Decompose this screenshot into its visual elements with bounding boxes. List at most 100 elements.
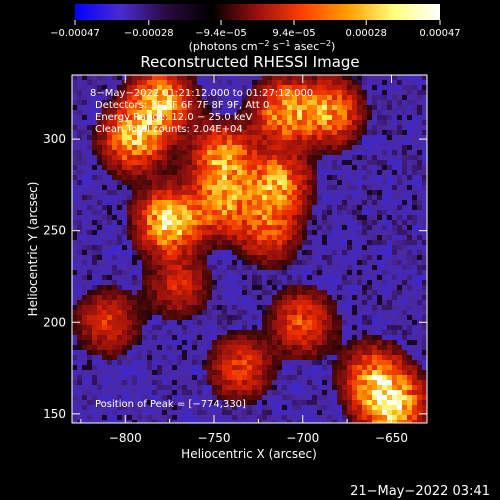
heatmap-cell [112, 85, 117, 90]
heatmap-cell [252, 135, 257, 140]
heatmap-cell [97, 195, 102, 200]
heatmap-cell [372, 390, 377, 395]
heatmap-cell [72, 290, 77, 295]
heatmap-cell [137, 270, 142, 275]
heatmap-cell [247, 370, 252, 375]
heatmap-cell [207, 360, 212, 365]
heatmap-cell [147, 145, 152, 150]
heatmap-cell [257, 225, 262, 230]
heatmap-cell [287, 235, 292, 240]
heatmap-cell [197, 205, 202, 210]
heatmap-cell [417, 340, 422, 345]
heatmap-cell [102, 375, 107, 380]
heatmap-cell [317, 300, 322, 305]
heatmap-cell [167, 140, 172, 145]
heatmap-cell [237, 320, 242, 325]
heatmap-cell [182, 355, 187, 360]
heatmap-cell [167, 170, 172, 175]
heatmap-cell [92, 230, 97, 235]
heatmap-cell [212, 170, 217, 175]
heatmap-cell [207, 335, 212, 340]
heatmap-cell [182, 305, 187, 310]
heatmap-cell [277, 260, 282, 265]
heatmap-cell [102, 320, 107, 325]
heatmap-cell [107, 225, 112, 230]
heatmap-cell [372, 120, 377, 125]
heatmap-cell [237, 155, 242, 160]
heatmap-cell [422, 75, 427, 80]
heatmap-cell [162, 150, 167, 155]
heatmap-cell [252, 130, 257, 135]
heatmap-cell [157, 235, 162, 240]
heatmap-cell [272, 140, 277, 145]
heatmap-cell [387, 390, 392, 395]
heatmap-cell [392, 185, 397, 190]
heatmap-cell [87, 295, 92, 300]
heatmap-cell [197, 370, 202, 375]
heatmap-cell [282, 125, 287, 130]
heatmap-cell [72, 140, 77, 145]
heatmap-cell [307, 235, 312, 240]
heatmap-cell [397, 315, 402, 320]
heatmap-cell [122, 390, 127, 395]
heatmap-cell [92, 255, 97, 260]
heatmap-cell [112, 290, 117, 295]
heatmap-cell [197, 375, 202, 380]
heatmap-cell [187, 85, 192, 90]
heatmap-cell [102, 135, 107, 140]
heatmap-cell [387, 350, 392, 355]
heatmap-cell [357, 185, 362, 190]
heatmap-cell [367, 230, 372, 235]
heatmap-cell [187, 350, 192, 355]
heatmap-cell [337, 150, 342, 155]
heatmap-cell [337, 350, 342, 355]
heatmap-cell [417, 120, 422, 125]
heatmap-cell [212, 390, 217, 395]
heatmap-cell [287, 210, 292, 215]
heatmap-cell [367, 175, 372, 180]
heatmap-cell [317, 295, 322, 300]
heatmap-cell [322, 360, 327, 365]
heatmap-cell [292, 375, 297, 380]
heatmap-cell [87, 105, 92, 110]
heatmap-cell [422, 365, 427, 370]
heatmap-cell [187, 310, 192, 315]
heatmap-cell [312, 395, 317, 400]
heatmap-cell [387, 410, 392, 415]
heatmap-cell [272, 290, 277, 295]
heatmap-cell [77, 420, 82, 423]
heatmap-cell [277, 405, 282, 410]
heatmap-cell [367, 85, 372, 90]
heatmap-cell [207, 230, 212, 235]
heatmap-cell [192, 420, 197, 423]
heatmap-cell [137, 245, 142, 250]
heatmap-cell [312, 330, 317, 335]
heatmap-cell [142, 260, 147, 265]
heatmap-cell [372, 210, 377, 215]
heatmap-cell [142, 330, 147, 335]
heatmap-cell [422, 135, 427, 140]
heatmap-cell [187, 295, 192, 300]
heatmap-cell [292, 320, 297, 325]
heatmap-cell [307, 275, 312, 280]
heatmap-cell [132, 300, 137, 305]
heatmap-cell [412, 355, 417, 360]
heatmap-cell [267, 145, 272, 150]
heatmap-cell [372, 355, 377, 360]
heatmap-cell [347, 390, 352, 395]
heatmap-cell [162, 185, 167, 190]
heatmap-cell [307, 220, 312, 225]
heatmap-cell [237, 85, 242, 90]
heatmap-cell [282, 85, 287, 90]
heatmap-cell [137, 355, 142, 360]
heatmap-cell [417, 310, 422, 315]
heatmap-cell [137, 170, 142, 175]
heatmap-cell [177, 175, 182, 180]
heatmap-cell [117, 250, 122, 255]
heatmap-cell [332, 105, 337, 110]
heatmap-cell [382, 265, 387, 270]
heatmap-cell [332, 80, 337, 85]
heatmap-cell [272, 135, 277, 140]
heatmap-cell [107, 265, 112, 270]
heatmap-cell [92, 140, 97, 145]
